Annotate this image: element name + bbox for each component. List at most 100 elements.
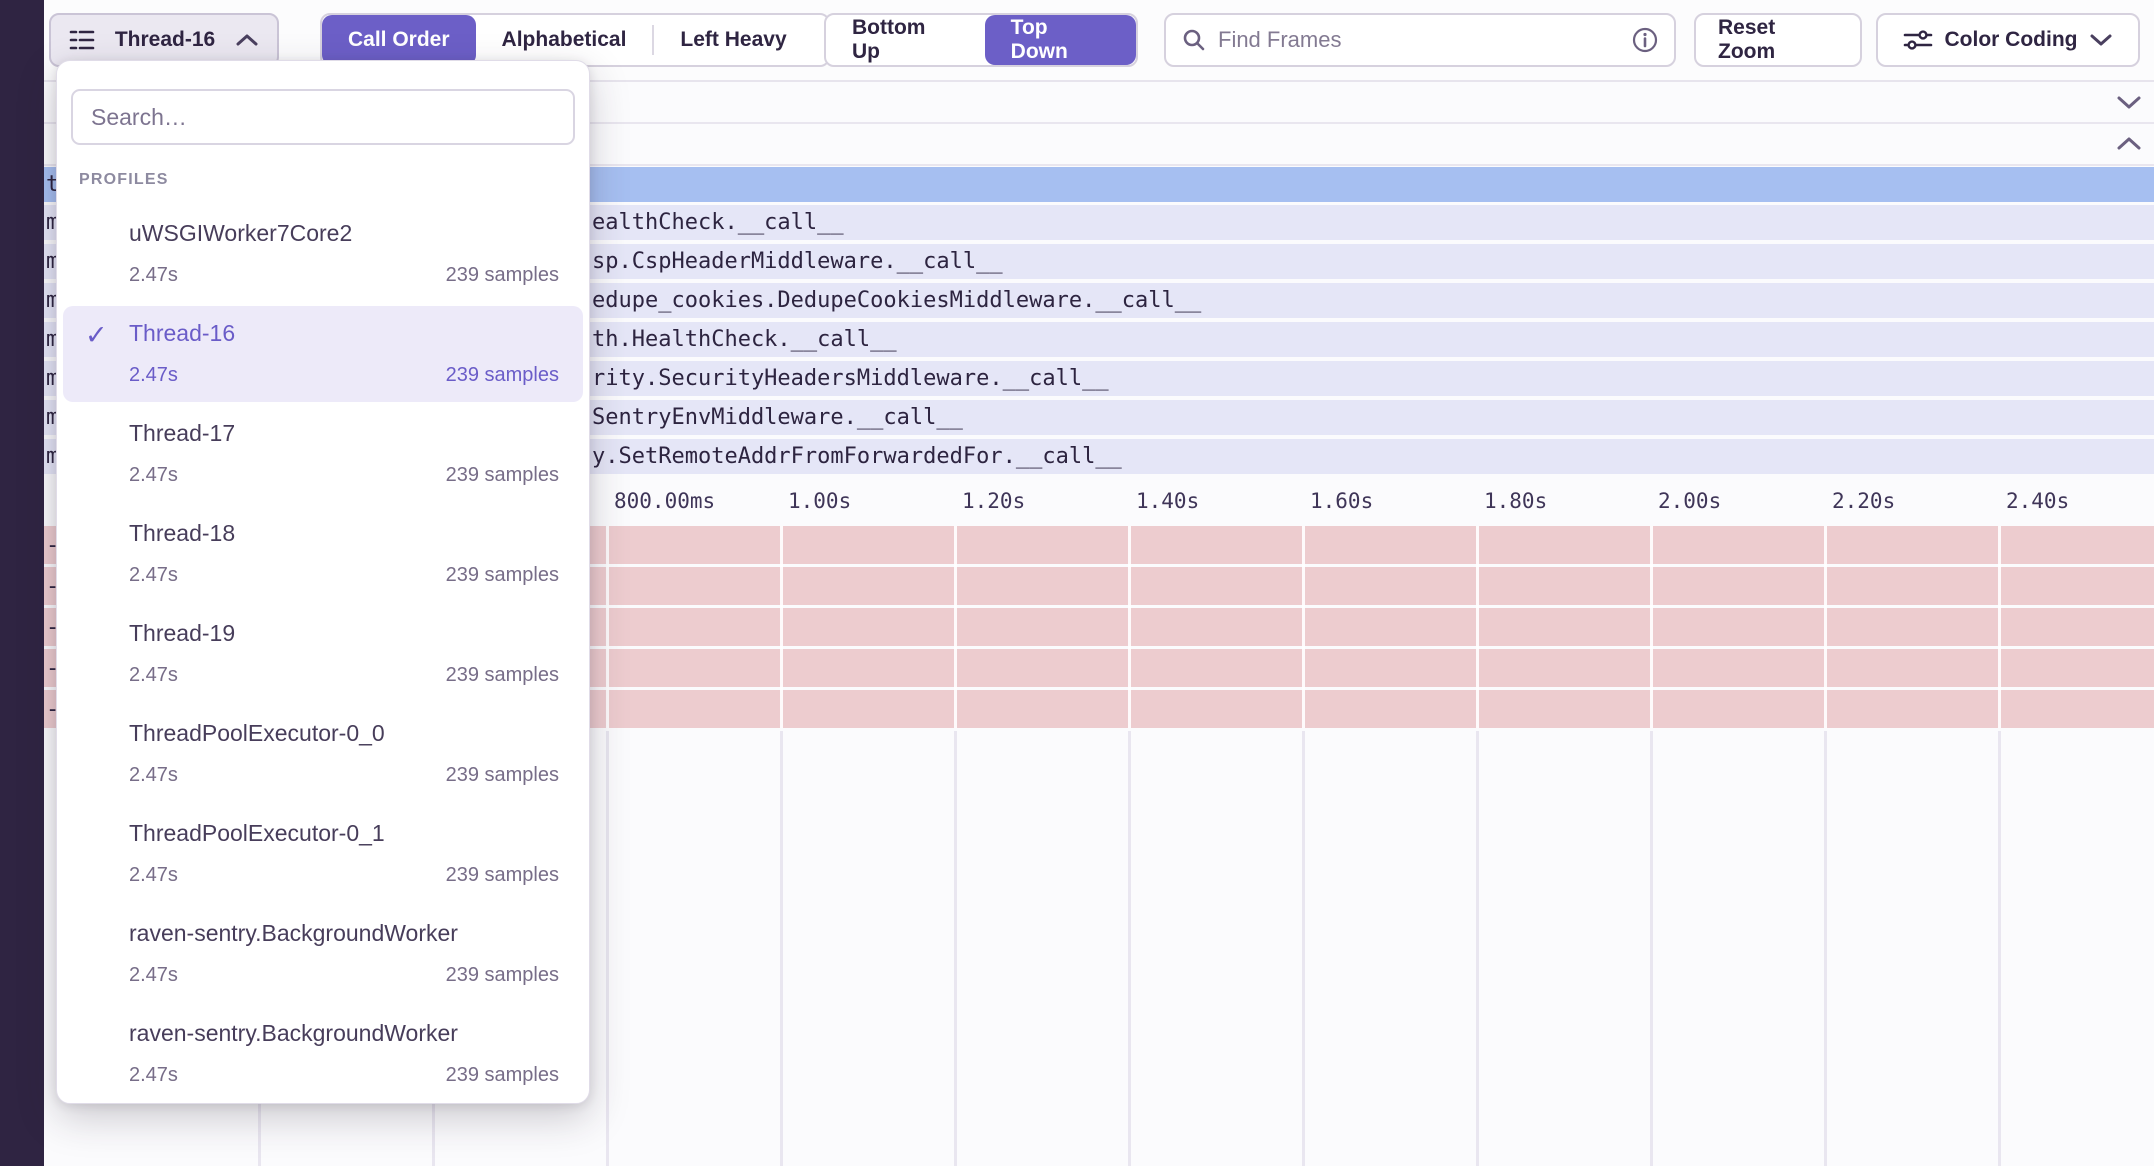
- profile-option[interactable]: ✓ Thread-19 2.47s 239 samples: [63, 606, 583, 702]
- axis-tick: 2.20s: [1832, 489, 1896, 513]
- frame-edge-letter: m: [46, 249, 60, 274]
- chevron-down-icon: [2090, 34, 2112, 46]
- axis-tick: 1.80s: [1484, 489, 1548, 513]
- info-icon[interactable]: [1632, 27, 1658, 53]
- chevron-up-icon: [236, 34, 258, 46]
- gridline: [1650, 731, 1653, 1166]
- frame-edge-letter: m: [46, 327, 60, 352]
- profile-name: Thread-18: [129, 520, 236, 546]
- gridline: [1302, 526, 1305, 728]
- profile-name: Thread-19: [129, 620, 236, 646]
- gridline: [1824, 526, 1827, 728]
- app-sidebar: [0, 0, 44, 1166]
- profile-duration: 2.47s: [129, 964, 178, 986]
- frame-edge-letter: -: [46, 696, 60, 722]
- frame-edge-letter: m: [46, 288, 60, 313]
- gridline: [954, 731, 957, 1166]
- dropdown-search-box[interactable]: [71, 89, 575, 145]
- axis-tick: 1.60s: [1310, 489, 1374, 513]
- sliders-icon: [1903, 30, 1932, 50]
- profile-option[interactable]: ✓ uWSGIWorker7Core2 2.47s 239 samples: [63, 206, 583, 302]
- profile-option[interactable]: ✓ ThreadPoolExecutor-0_0 2.47s 239 sampl…: [63, 706, 583, 802]
- find-frames-input[interactable]: [1218, 27, 1620, 53]
- profile-option[interactable]: ✓ raven-sentry.BackgroundWorker 2.47s 23…: [63, 1006, 583, 1102]
- profile-samples: 239 samples: [445, 764, 559, 786]
- thread-selector-label: Thread-16: [114, 28, 216, 51]
- frame-edge-letter: m: [46, 405, 60, 430]
- gridline: [606, 731, 609, 1166]
- profile-name: Thread-17: [129, 420, 236, 446]
- axis-tick: 800.00ms: [614, 489, 716, 513]
- gridline: [1302, 731, 1305, 1166]
- gridline: [1128, 526, 1131, 728]
- alphabetical-button[interactable]: Alphabetical: [501, 28, 627, 51]
- profile-option-selected[interactable]: ✓ Thread-16 2.47s 239 samples: [63, 306, 583, 402]
- profile-samples: 239 samples: [445, 1064, 559, 1086]
- profile-duration: 2.47s: [129, 264, 178, 286]
- frame-label: sp.CspHeaderMiddleware.__call__: [592, 249, 1003, 274]
- profile-name: uWSGIWorker7Core2: [129, 220, 353, 246]
- gridline: [1650, 526, 1653, 728]
- gridline: [1476, 526, 1479, 728]
- axis-tick: 1.20s: [962, 489, 1026, 513]
- thread-selector-button[interactable]: Thread-16: [49, 13, 279, 67]
- color-coding-button[interactable]: Color Coding: [1876, 13, 2140, 67]
- toolbar: Thread-16 Call Order Alphabetical Left H…: [0, 0, 2154, 82]
- dropdown-search-input[interactable]: [91, 103, 555, 131]
- top-down-button[interactable]: Top Down: [984, 15, 1136, 65]
- reset-zoom-button[interactable]: Reset Zoom: [1694, 13, 1862, 67]
- axis-tick: 1.40s: [1136, 489, 1200, 513]
- profile-samples: 239 samples: [445, 364, 559, 386]
- profile-samples: 239 samples: [445, 964, 559, 986]
- find-frames-search[interactable]: [1164, 13, 1676, 67]
- profiles-section-label: PROFILES: [79, 171, 169, 188]
- frame-edge-letter: -: [46, 532, 60, 558]
- reset-zoom-label: Reset Zoom: [1718, 16, 1776, 63]
- gridline: [1824, 731, 1827, 1166]
- profile-samples: 239 samples: [445, 464, 559, 486]
- axis-tick: 2.00s: [1658, 489, 1722, 513]
- frame-edge-letter: m: [46, 366, 60, 391]
- sort-order-button-group: Call Order Alphabetical Left Heavy: [320, 13, 830, 67]
- frame-label: ealthCheck.__call__: [592, 210, 844, 235]
- profile-samples: 239 samples: [445, 864, 559, 886]
- gridline: [954, 526, 957, 728]
- profile-option[interactable]: ✓ Thread-17 2.47s 239 samples: [63, 406, 583, 502]
- frame-edge-letter: m: [46, 210, 60, 235]
- gridline: [1998, 731, 2001, 1166]
- color-coding-label: Color Coding: [1944, 28, 2078, 51]
- profile-name: ThreadPoolExecutor-0_1: [129, 820, 385, 846]
- frame-label: edupe_cookies.DedupeCookiesMiddleware.__…: [592, 288, 1202, 313]
- gridline: [780, 731, 783, 1166]
- search-icon: [1183, 29, 1205, 51]
- left-heavy-button[interactable]: Left Heavy: [680, 28, 787, 51]
- profile-duration: 2.47s: [129, 664, 178, 686]
- profile-name: raven-sentry.BackgroundWorker: [129, 1020, 458, 1046]
- divider: [652, 25, 655, 55]
- profile-name: Thread-16: [129, 320, 236, 346]
- profile-duration: 2.47s: [129, 364, 178, 386]
- profile-duration: 2.47s: [129, 864, 178, 886]
- profile-samples: 239 samples: [445, 564, 559, 586]
- frame-label: SentryEnvMiddleware.__call__: [592, 405, 963, 430]
- gridline: [1998, 526, 2001, 728]
- chevron-up-icon[interactable]: [2116, 136, 2142, 152]
- frame-edge-letter: -: [46, 655, 60, 681]
- call-order-button[interactable]: Call Order: [322, 15, 476, 65]
- frame-edge-letter: -: [46, 573, 60, 599]
- profile-duration: 2.47s: [129, 464, 178, 486]
- profile-samples: 239 samples: [445, 264, 559, 286]
- check-icon: ✓: [85, 320, 108, 350]
- profile-option[interactable]: ✓ raven-sentry.BackgroundWorker 2.47s 23…: [63, 906, 583, 1002]
- direction-button-group: Bottom Up Top Down: [824, 13, 1138, 67]
- profile-option[interactable]: ✓ ThreadPoolExecutor-0_1 2.47s 239 sampl…: [63, 806, 583, 902]
- frame-label: y.SetRemoteAddrFromForwardedFor.__call__: [592, 444, 1122, 469]
- gridline: [1476, 731, 1479, 1166]
- frame-edge-letter: -: [46, 614, 60, 640]
- bottom-up-button[interactable]: Bottom Up: [852, 16, 926, 63]
- profile-option[interactable]: ✓ Thread-18 2.47s 239 samples: [63, 506, 583, 602]
- axis-tick: 1.00s: [788, 489, 852, 513]
- profile-samples: 239 samples: [445, 664, 559, 686]
- profile-name: ThreadPoolExecutor-0_0: [129, 720, 385, 746]
- chevron-down-icon[interactable]: [2116, 95, 2142, 111]
